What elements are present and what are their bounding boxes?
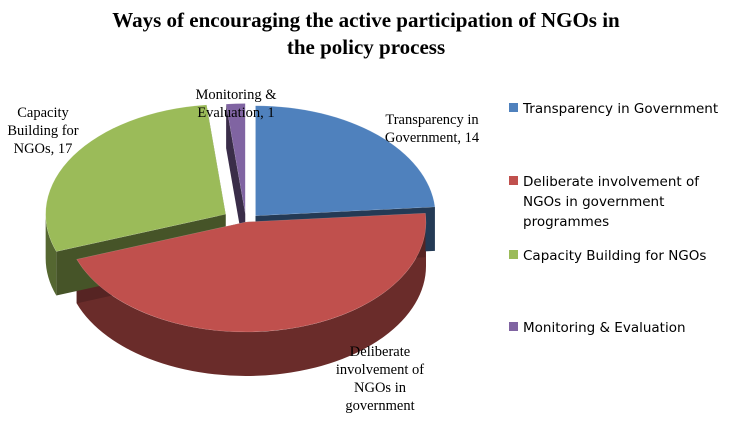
pie-slices	[45, 103, 436, 377]
data-label-deliberate-involvement-of-ngos-in-government-programmes: Deliberate involvement of NGOs in governmen…	[336, 344, 424, 414]
data-label-line: Government, 14	[385, 130, 480, 146]
data-labels: Transparency in Government, 14 Deliberate i…	[7, 87, 480, 414]
data-label-line: Building for	[7, 123, 78, 139]
legend-label-monitoring-evaluation: Monitoring & Evaluation	[523, 320, 686, 336]
data-label-monitoring-evaluation: Monitoring & Evaluation, 1	[196, 87, 278, 121]
legend-swatch-monitoring-evaluation	[509, 322, 518, 331]
data-label-line: Monitoring &	[196, 87, 278, 103]
legend-label-line: Deliberate involvement of	[523, 174, 700, 190]
data-label-transparency-in-government: Transparency in Government, 14	[385, 112, 480, 146]
data-label-line: Deliberate	[350, 344, 410, 360]
slice-top-deliberate-involvement-of-ngos-in-government-programmes	[76, 212, 427, 333]
legend-label-line: NGOs in government	[523, 194, 664, 210]
legend-label-capacity-building-for-ngos: Capacity Building for NGOs	[523, 248, 706, 264]
slice-top-monitoring-evaluation	[225, 103, 246, 214]
slice-top-capacity-building-for-ngos	[45, 104, 226, 252]
data-label-line: involvement of	[336, 362, 424, 378]
legend-swatch-deliberate-involvement-of-ngos-in-government-programmes	[509, 176, 518, 185]
chart-title-line-2: the policy process	[287, 35, 445, 59]
data-label-line: Capacity	[17, 105, 69, 121]
legend-label-line: Monitoring & Evaluation	[523, 320, 686, 336]
data-label-line: NGOs in	[354, 380, 407, 396]
slice-top-transparency-in-government	[255, 105, 436, 216]
legend-label-line: Capacity Building for NGOs	[523, 248, 706, 264]
legend-label-line: programmes	[523, 214, 609, 230]
data-label-line: NGOs, 17	[14, 141, 73, 157]
legend-label-transparency-in-government: Transparency in Government	[522, 101, 718, 117]
legend-label-line: Transparency in Government	[522, 101, 718, 117]
legend-swatch-transparency-in-government	[509, 103, 518, 112]
data-label-line: Evaluation, 1	[197, 105, 274, 121]
chart-title-line-1: Ways of encouraging the active participa…	[112, 8, 620, 32]
data-label-capacity-building-for-ngos: Capacity Building for NGOs, 17	[7, 105, 78, 157]
data-label-line: government	[345, 398, 414, 414]
legend-swatch-capacity-building-for-ngos	[509, 250, 518, 259]
data-label-line: Transparency in	[385, 112, 479, 128]
legend: Transparency in Government Deliberate inv…	[509, 101, 718, 336]
slice-side-deliberate-involvement-of-ngos-in-government-programmes	[76, 222, 427, 377]
slice-side-capacity-building-for-ngos	[45, 214, 57, 296]
legend-label-deliberate-involvement-of-ngos-in-government-programmes: Deliberate involvement of NGOs in governm…	[523, 174, 700, 230]
slice-wall-monitoring-evaluation-0	[226, 104, 246, 258]
